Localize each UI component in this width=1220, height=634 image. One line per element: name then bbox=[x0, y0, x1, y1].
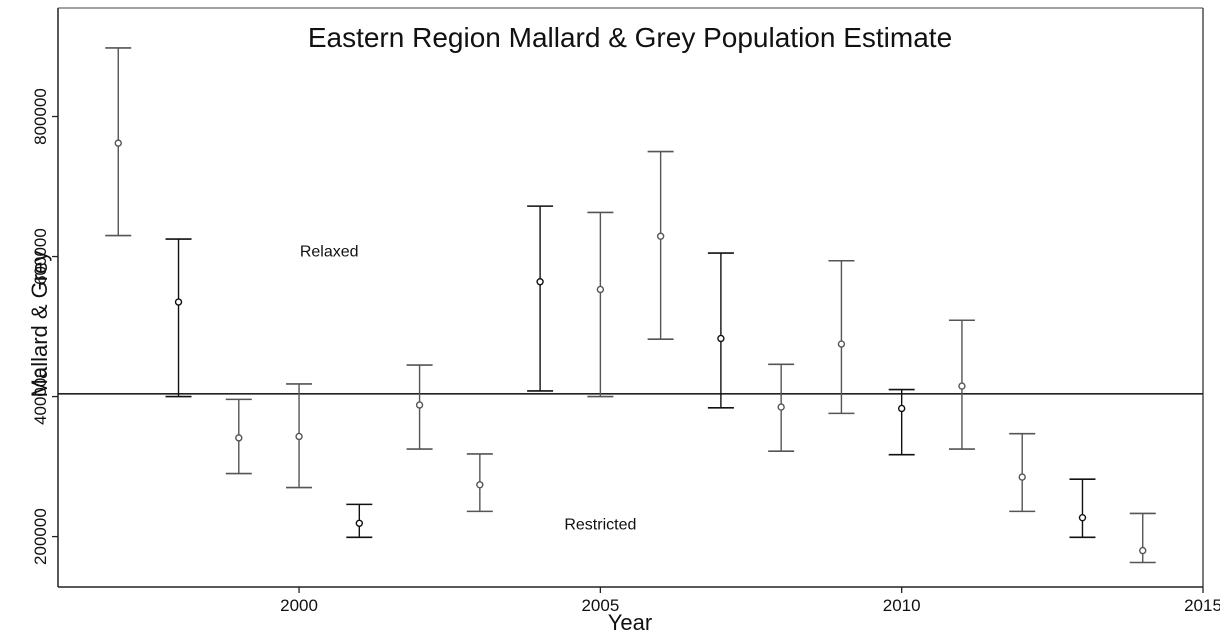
errorbar-2000 bbox=[286, 383, 313, 489]
errorbar-2003 bbox=[466, 453, 493, 513]
estimate-point bbox=[295, 432, 303, 441]
errorbar-2011 bbox=[948, 319, 975, 450]
estimate-point bbox=[235, 434, 243, 442]
errorbar-2009 bbox=[828, 259, 855, 415]
estimate-point bbox=[355, 519, 364, 527]
y-axis-label: Mallard & Grey bbox=[27, 251, 52, 398]
estimate-point bbox=[837, 340, 846, 348]
estimate-point bbox=[777, 403, 785, 411]
annotation-restricted: Restricted bbox=[564, 517, 636, 534]
errorbar-2002 bbox=[406, 364, 433, 450]
x-tick-label: 2010 bbox=[883, 596, 921, 615]
y-tick-label: 400000 bbox=[31, 368, 50, 425]
estimate-point bbox=[1139, 546, 1147, 555]
x-tick-label: 2000 bbox=[280, 596, 318, 615]
errorbar-1997 bbox=[105, 47, 132, 237]
x-tick-label: 2005 bbox=[581, 596, 619, 615]
estimate-point bbox=[114, 139, 122, 147]
estimate-point bbox=[897, 404, 906, 413]
chart-title: Eastern Region Mallard & Grey Population… bbox=[308, 22, 952, 53]
estimate-point bbox=[476, 481, 484, 489]
estimate-point bbox=[958, 382, 966, 390]
estimate-point bbox=[1018, 473, 1026, 481]
estimate-point bbox=[536, 278, 544, 286]
estimate-point bbox=[656, 232, 665, 240]
x-axis-label: Year bbox=[608, 610, 652, 634]
errorbar-2014 bbox=[1129, 512, 1156, 564]
errorbar-2013 bbox=[1069, 478, 1096, 539]
errorbar-1998 bbox=[165, 238, 192, 398]
errorbar-2001 bbox=[346, 503, 373, 539]
errorbar-2010 bbox=[888, 388, 915, 456]
estimate-point bbox=[174, 298, 183, 306]
annotation-relaxed: Relaxed bbox=[300, 244, 359, 261]
errorbar-1999 bbox=[225, 398, 252, 475]
errorbar-2008 bbox=[768, 363, 795, 452]
estimate-point bbox=[415, 401, 424, 409]
estimate-point bbox=[1078, 513, 1087, 522]
errorbar-2005 bbox=[587, 211, 614, 398]
errorbar-2006 bbox=[647, 150, 674, 340]
errorbar-2012 bbox=[1009, 432, 1036, 513]
y-tick-label: 800000 bbox=[31, 88, 50, 145]
estimate-point bbox=[596, 285, 605, 294]
y-tick-label: 600000 bbox=[31, 228, 50, 285]
estimate-point bbox=[717, 334, 725, 343]
errorbar-2004 bbox=[527, 205, 554, 392]
x-tick-label: 2015 bbox=[1184, 596, 1220, 615]
errorbar-2007 bbox=[707, 252, 734, 409]
y-tick-label: 200000 bbox=[31, 508, 50, 565]
